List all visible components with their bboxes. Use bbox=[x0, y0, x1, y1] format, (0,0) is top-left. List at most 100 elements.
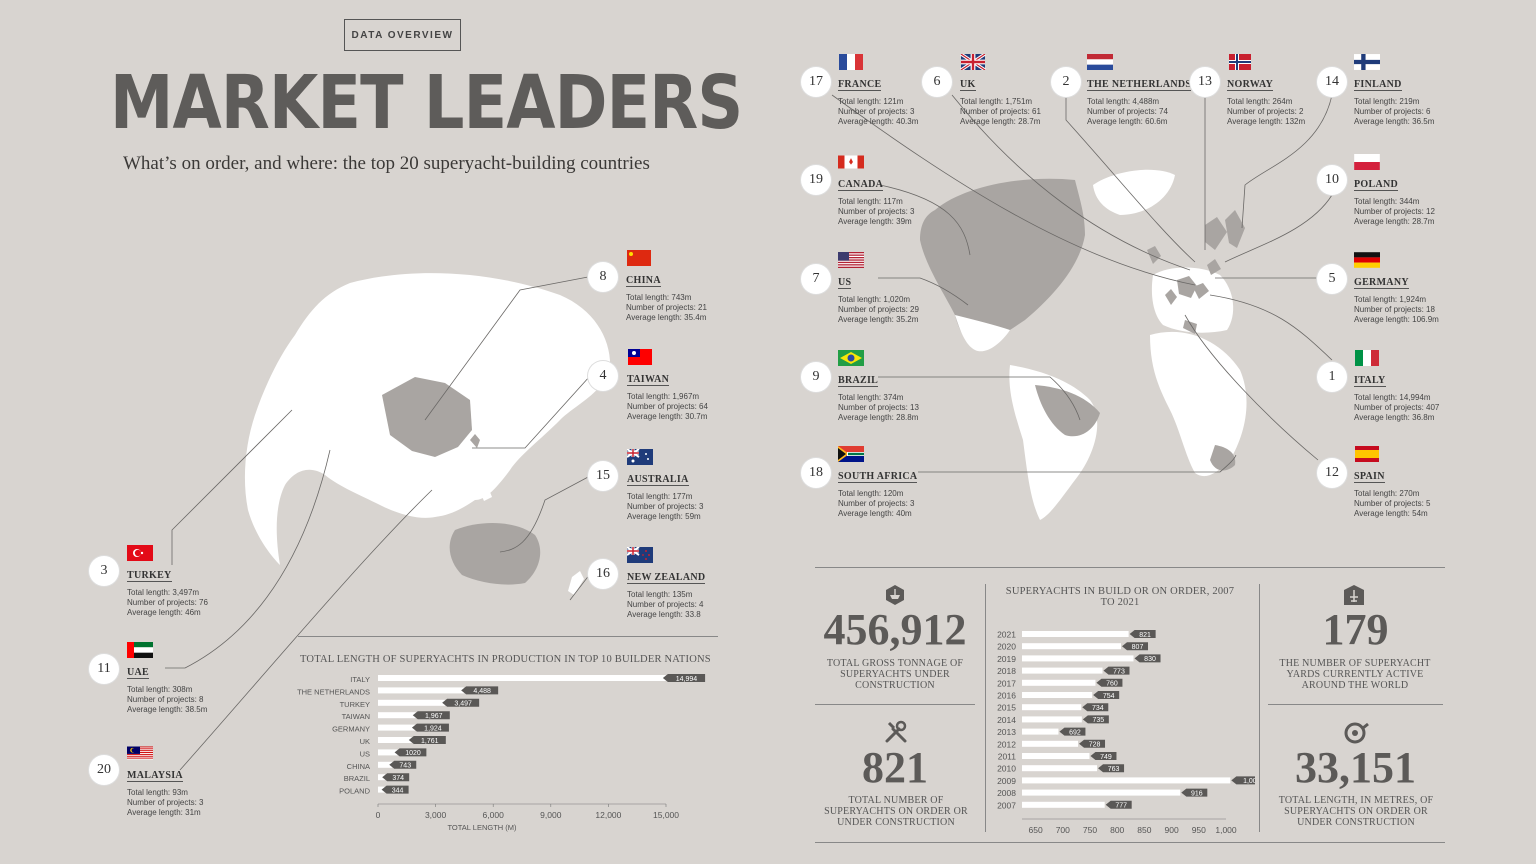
average-length: 36.5m bbox=[1412, 117, 1435, 126]
length-bar-chart: ITALY 14,994 THE NETHERLANDS 4,488 TURKEY 3,4… bbox=[297, 674, 706, 832]
value-tag bbox=[1082, 703, 1109, 712]
country-name: US bbox=[838, 277, 852, 289]
data-label: 749 bbox=[1100, 754, 1112, 761]
average-length: 35.4m bbox=[684, 313, 707, 322]
total-length: 121m bbox=[883, 97, 904, 106]
rank-badge-taiwan: 4 bbox=[588, 361, 618, 391]
bar bbox=[378, 761, 393, 768]
data-label: 830 bbox=[1144, 656, 1156, 663]
category-label: BRAZIL bbox=[344, 774, 370, 783]
country-germany: GERMANY Total length: 1,924m Number of p… bbox=[1354, 252, 1439, 325]
x-tick-label: 9,000 bbox=[540, 810, 562, 820]
value-tag bbox=[412, 711, 450, 720]
italy-flag-icon bbox=[1355, 350, 1379, 366]
bar bbox=[378, 774, 386, 781]
bar bbox=[1022, 631, 1129, 637]
value-tag bbox=[389, 760, 417, 769]
year-label: 2020 bbox=[997, 642, 1016, 652]
bar bbox=[378, 749, 398, 756]
bar bbox=[378, 675, 666, 681]
average-length: 40m bbox=[896, 509, 912, 518]
category-label: TAIWAN bbox=[342, 712, 370, 721]
project-count: 61 bbox=[1032, 107, 1041, 116]
project-count: 76 bbox=[199, 598, 208, 607]
length-chart-title: TOTAL LENGTH OF SUPERYACHTS IN PRODUCTIO… bbox=[300, 654, 711, 665]
yards-value: 179 bbox=[1322, 605, 1389, 654]
rank-badge-spain: 12 bbox=[1317, 458, 1347, 488]
bar bbox=[378, 699, 446, 706]
rank-badge-norway: 13 bbox=[1190, 67, 1220, 97]
yachts-label: TOTAL NUMBER OF SUPERYACHTS ON ORDER OR … bbox=[824, 795, 968, 828]
total-length: 4,488m bbox=[1132, 97, 1160, 106]
category-label: ITALY bbox=[350, 675, 370, 684]
year-label: 2016 bbox=[997, 691, 1016, 701]
total-length: 219m bbox=[1399, 97, 1420, 106]
data-label: 807 bbox=[1132, 644, 1144, 651]
average-length: 28.8m bbox=[896, 413, 919, 422]
data-label: 1020 bbox=[405, 750, 421, 757]
data-label: 14,994 bbox=[676, 676, 698, 683]
bar bbox=[378, 712, 416, 719]
x-axis-label: TOTAL LENGTH (M) bbox=[447, 823, 517, 832]
value-tag bbox=[1122, 642, 1149, 651]
x-tick-label: 900 bbox=[1165, 825, 1179, 835]
rank-badge-brazil: 9 bbox=[801, 362, 831, 392]
tape-measure-icon bbox=[1344, 722, 1369, 744]
value-tag bbox=[1129, 630, 1156, 638]
total-length: 135m bbox=[672, 590, 693, 599]
value-tag bbox=[1059, 727, 1086, 736]
value-tag bbox=[1090, 752, 1117, 760]
total-length: 344m bbox=[1399, 197, 1420, 206]
bar bbox=[1022, 692, 1093, 698]
project-count: 64 bbox=[699, 402, 708, 411]
country-france: FRANCE Total length: 121m Number of proj… bbox=[838, 54, 918, 127]
data-label: 4,488 bbox=[473, 688, 491, 695]
rank-badge-turkey: 3 bbox=[89, 556, 119, 586]
data-label: 1,924 bbox=[424, 725, 442, 732]
project-count: 29 bbox=[910, 305, 919, 314]
bar bbox=[1022, 753, 1090, 759]
average-length: 54m bbox=[1412, 509, 1428, 518]
year-label: 2012 bbox=[997, 739, 1016, 749]
project-count: 3 bbox=[699, 502, 704, 511]
rank-badge-us: 7 bbox=[801, 264, 831, 294]
us-flag-icon bbox=[838, 252, 864, 268]
bar bbox=[1022, 728, 1059, 735]
country-italy: ITALY Total length: 14,994m Number of pr… bbox=[1354, 350, 1439, 423]
netherlands-flag-icon bbox=[1087, 54, 1113, 70]
data-label: 1,761 bbox=[421, 738, 439, 745]
value-tag bbox=[381, 785, 409, 794]
average-length: 30.7m bbox=[685, 412, 708, 421]
country-turkey: TURKEY Total length: 3,497m Number of pr… bbox=[127, 545, 208, 618]
country-us: US Total length: 1,020m Number of projec… bbox=[838, 252, 919, 325]
project-count: 3 bbox=[910, 207, 915, 216]
rank-badge-germany: 5 bbox=[1317, 264, 1347, 294]
year-label: 2015 bbox=[997, 703, 1016, 713]
average-length: 28.7m bbox=[1018, 117, 1041, 126]
country-name: NORWAY bbox=[1227, 79, 1274, 91]
project-count: 4 bbox=[699, 600, 704, 609]
average-length: 38.5m bbox=[185, 705, 208, 714]
data-label: 916 bbox=[1191, 790, 1203, 797]
country-new-zealand: NEW ZEALAND Total length: 135m Number of… bbox=[627, 547, 706, 620]
world-map bbox=[920, 169, 1247, 520]
data-label: 743 bbox=[399, 763, 411, 770]
stats-bottom-rule bbox=[815, 842, 1445, 843]
year-label: 2007 bbox=[997, 800, 1016, 810]
value-tag bbox=[1134, 654, 1161, 663]
project-count: 6 bbox=[1426, 107, 1431, 116]
rank-badge-italy: 1 bbox=[1317, 362, 1347, 392]
category-label: THE NETHERLANDS bbox=[297, 687, 370, 696]
data-label: 1,008 bbox=[1243, 778, 1255, 785]
x-tick-label: 850 bbox=[1137, 825, 1151, 835]
x-tick-label: 750 bbox=[1083, 825, 1097, 835]
country-name: FINLAND bbox=[1354, 79, 1402, 91]
country-name: TAIWAN bbox=[627, 374, 670, 386]
project-count: 2 bbox=[1299, 107, 1304, 116]
shipyard-icon bbox=[1344, 585, 1364, 605]
project-count: 3 bbox=[910, 499, 915, 508]
year-label: 2019 bbox=[997, 654, 1016, 664]
country-name: SOUTH AFRICA bbox=[838, 471, 918, 483]
length-value: 33,151 bbox=[1295, 743, 1416, 792]
stats-mid-rule-right bbox=[1268, 704, 1443, 705]
